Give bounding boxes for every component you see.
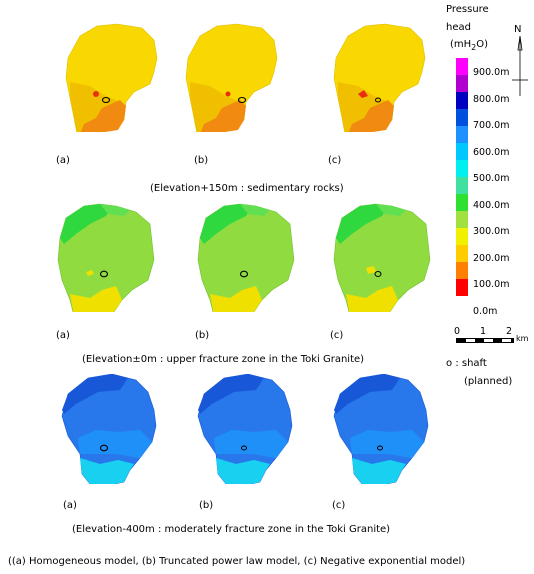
colorbar-segment (456, 177, 468, 194)
colorbar (456, 58, 468, 296)
scale-tick-2: 2 (506, 326, 513, 337)
panel-label-row2-a: (a) (56, 330, 70, 341)
shaft-legend: o : shaft (446, 358, 487, 369)
legend-title-line1: Pressure (446, 4, 489, 15)
colorbar-label: 0.0m (473, 305, 498, 317)
colorbar-segment (456, 228, 468, 245)
colorbar-segment (456, 245, 468, 262)
legend-unit-suffix: O) (476, 39, 489, 50)
colorbar-label: 700.0m (473, 120, 510, 131)
map-row1-b (182, 22, 292, 132)
map-row2-c (332, 202, 442, 312)
scale-tick-1: 1 (480, 326, 487, 337)
shaft-status: (planned) (464, 376, 513, 387)
scale-tick-0: 0 (454, 326, 461, 337)
colorbar-segment (456, 194, 468, 211)
colorbar-label: 800.0m (473, 93, 510, 105)
colorbar-segment (456, 58, 468, 75)
colorbar-segment (456, 262, 468, 279)
shaft-label: : shaft (455, 358, 487, 369)
colorbar-segment (456, 109, 468, 126)
colorbar-label: 200.0m (473, 252, 510, 264)
row1-caption: (Elevation+150m : sedimentary rocks) (150, 183, 344, 194)
panel-label-row2-c: (c) (330, 330, 344, 341)
colorbar-label: 300.0m (473, 226, 510, 237)
colorbar-segment (456, 160, 468, 177)
scale-line (456, 338, 514, 343)
scale-unit: km (516, 334, 529, 343)
colorbar-label: 400.0m (473, 199, 510, 211)
colorbar-label: 900.0m (473, 67, 510, 78)
colorbar-label: 100.0m (473, 279, 510, 290)
scale-bar: 0 1 2 km (452, 326, 532, 350)
legend-unit-prefix: (mH (450, 39, 472, 50)
map-row2-b (196, 202, 306, 312)
map-row1-a (62, 22, 172, 132)
north-arrow-icon: N (508, 20, 532, 100)
map-row2-a (56, 202, 166, 312)
colorbar-segment (456, 75, 468, 92)
colorbar-segment (456, 211, 468, 228)
north-label: N (514, 24, 521, 35)
legend-unit-sub: 2 (471, 43, 477, 52)
panel-label-row1-b: (b) (194, 155, 209, 166)
map-row1-c (330, 22, 440, 132)
map-row3-b (192, 374, 302, 484)
map-row3-a (56, 374, 166, 484)
colorbar-segment (456, 126, 468, 143)
colorbar-segment (456, 92, 468, 109)
panel-label-row3-c: (c) (332, 500, 346, 511)
panel-label-row2-b: (b) (195, 330, 210, 341)
panel-label-row1-c: (c) (328, 155, 342, 166)
legend-title-line2: head (446, 22, 471, 33)
row2-caption: (Elevation±0m : upper fracture zone in t… (82, 354, 365, 365)
row3-caption: (Elevation-400m : moderately fracture zo… (72, 524, 391, 535)
colorbar-segment (456, 279, 468, 296)
colorbar-segment (456, 143, 468, 160)
panel-label-row3-b: (b) (199, 500, 214, 511)
shaft-symbol: o (446, 358, 453, 369)
panel-label-row1-a: (a) (56, 155, 70, 166)
legend-unit: (mH2O) (450, 38, 488, 54)
footer-caption: ((a) Homogeneous model, (b) Truncated po… (8, 556, 466, 567)
panel-label-row3-a: (a) (63, 500, 77, 511)
map-row3-c (328, 374, 438, 484)
colorbar-label: 600.0m (473, 146, 510, 158)
colorbar-label: 500.0m (473, 173, 510, 184)
